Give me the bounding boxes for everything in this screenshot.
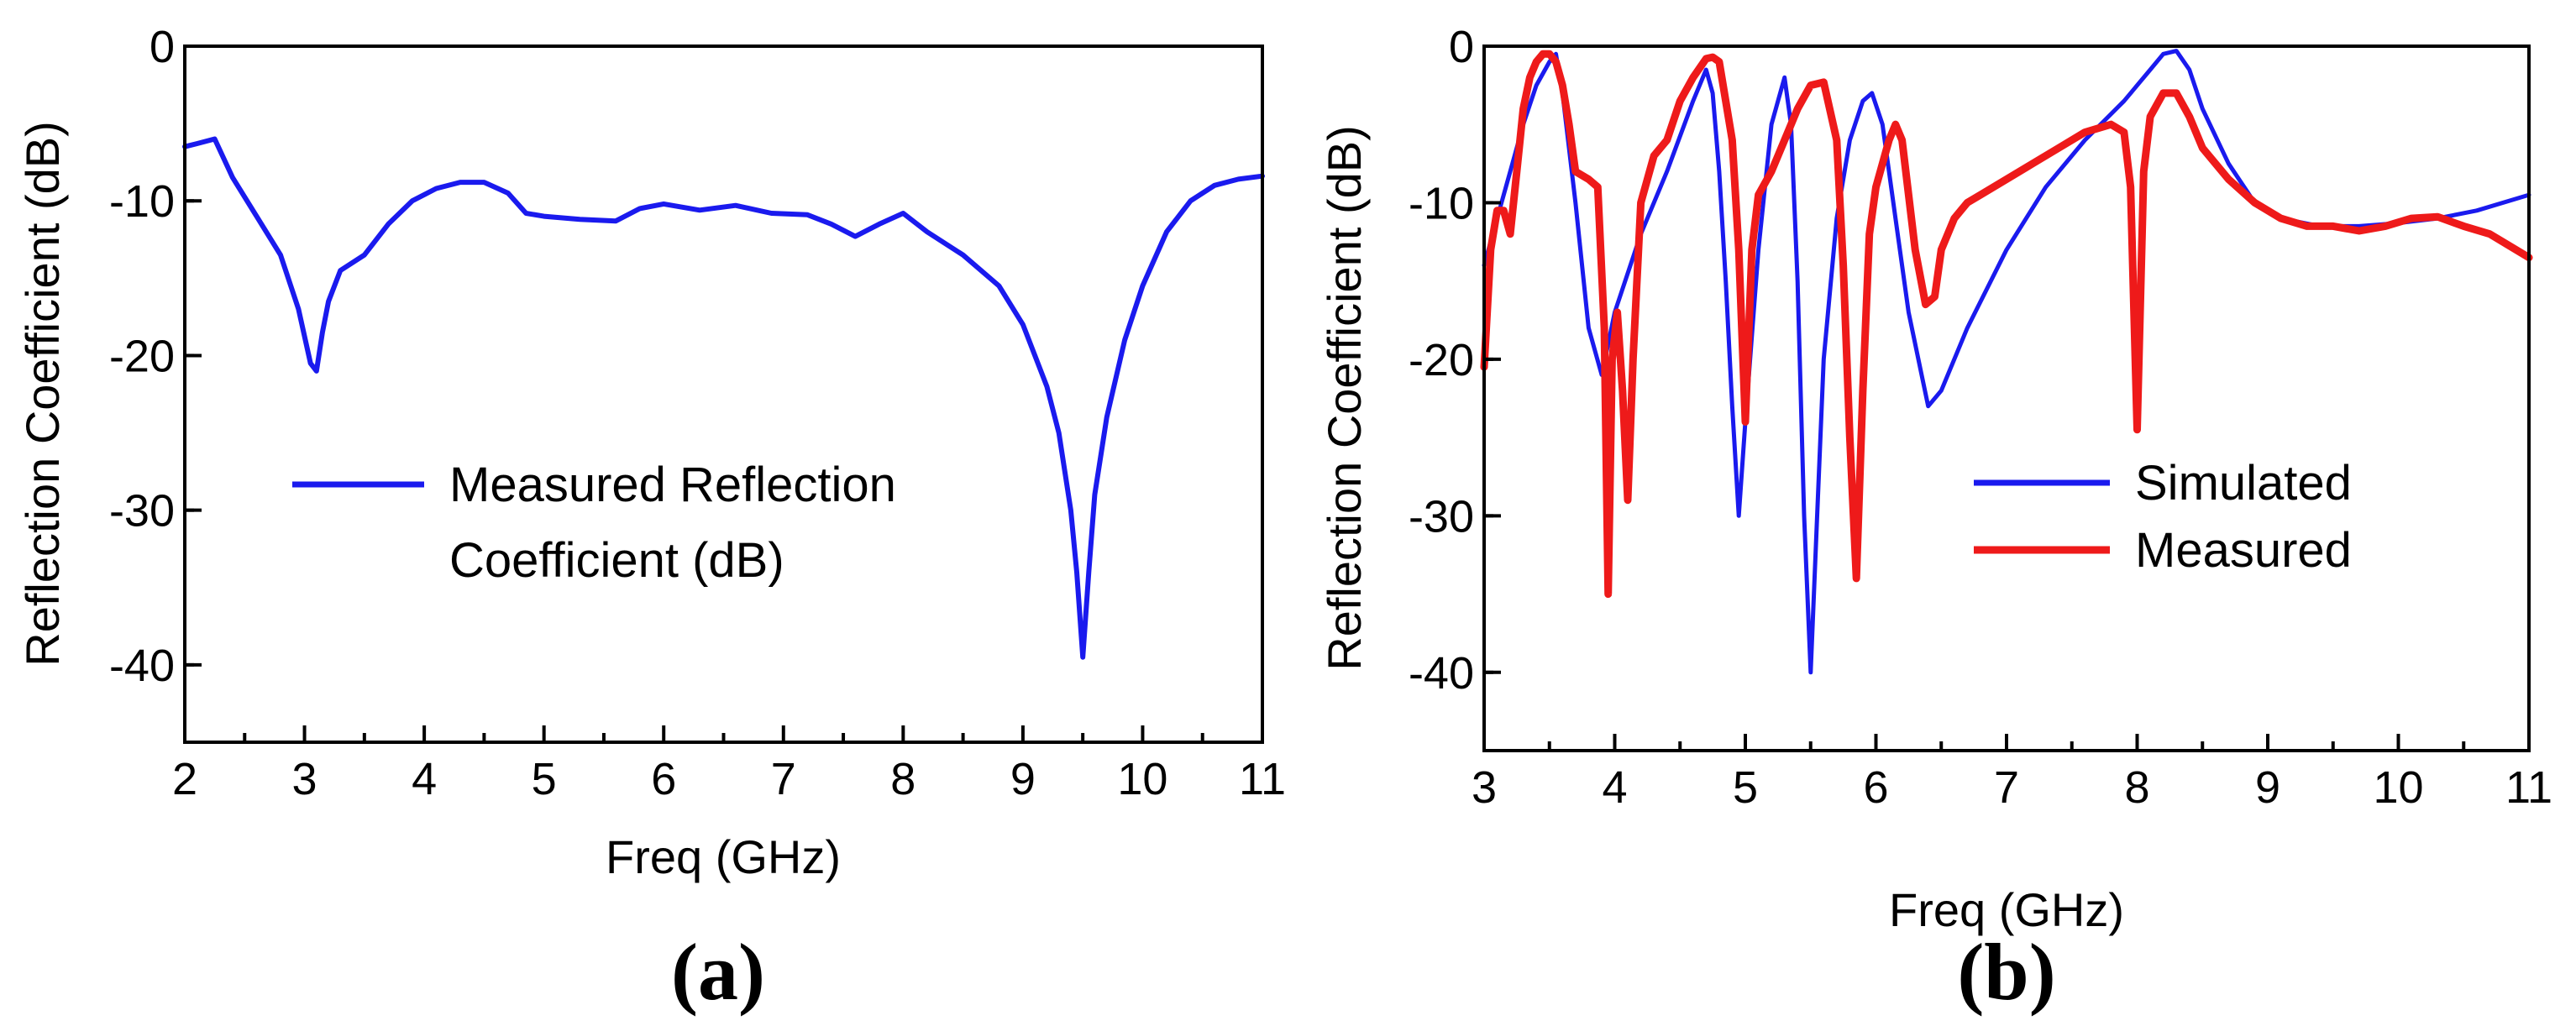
panel-a-x-tick-label: 8	[890, 754, 916, 804]
panel-a-plot-area	[182, 136, 1265, 660]
panel-b-axes-frame	[1482, 44, 2531, 752]
panel-b-x-tick-label: 4	[1602, 762, 1627, 813]
panel-b-legend-label-measured: Measured	[2135, 523, 2352, 578]
panel-a-y-tick-label: -20	[109, 331, 175, 381]
panel-b-y-tick-label: -10	[1409, 178, 1474, 228]
panel-b-y-tick-label: -40	[1409, 648, 1474, 699]
panel-a-x-axis-title: Freq (GHz)	[606, 830, 841, 883]
panel-b-x-tick-label: 6	[1863, 762, 1888, 813]
panel-a-x-tick-label: 2	[172, 754, 197, 804]
panel-a-legend-label-line1: Measured Reflection	[449, 458, 896, 512]
panel-a-y-axis-title: Reflection Coefficient (dB)	[16, 121, 69, 667]
panel-a-y-tick-label: -30	[109, 486, 175, 537]
panel-a-label: (a)	[671, 927, 765, 1017]
panel-b-x-tick-label: 8	[2124, 762, 2149, 813]
panel-b-x-tick-label: 9	[2255, 762, 2280, 813]
panel-a-x-tick-label: 3	[292, 754, 317, 804]
panel-a-x-tick-label: 11	[1239, 754, 1286, 804]
panel-a-ticks: 2 3 4 5 6 7 8 9 10 11 0 -10 -20 -30 -40	[109, 22, 1286, 804]
panel-b-x-tick-label: 5	[1733, 762, 1758, 813]
panel-a-series-measured-reflection-coefficient-db-line	[182, 136, 1265, 660]
panel-a-x-tick-label: 9	[1010, 754, 1036, 804]
panel-a: 2 3 4 5 6 7 8 9 10 11 0 -10 -20 -30 -40 Freq (GHz) Ref…	[16, 22, 1286, 1017]
panel-b-x-tick-label: 10	[2373, 762, 2423, 813]
panel-a-axes-frame	[183, 44, 1264, 744]
panel-a-x-tick-label: 10	[1117, 754, 1167, 804]
panel-b-ticks: 3 4 5 6 7 8 9 10 11 0 -10 -20 -30 -40	[1409, 22, 2552, 813]
panel-b-x-tick-label: 3	[1472, 762, 1497, 813]
panel-b-y-tick-label: -20	[1409, 335, 1474, 385]
panel-a-x-tick-label: 7	[771, 754, 796, 804]
panel-b: 3 4 5 6 7 8 9 10 11 0 -10 -20 -30 -40 Freq (GHz) Refl…	[1318, 22, 2552, 1017]
panel-b-y-tick-label: -30	[1409, 491, 1474, 542]
panel-a-y-tick-label: -40	[109, 641, 175, 691]
panel-a-y-tick-label: 0	[150, 22, 175, 72]
panel-b-legend-label-simulated: Simulated	[2135, 456, 2352, 510]
panel-b-x-axis-title: Freq (GHz)	[1889, 883, 2124, 936]
panel-b-x-tick-label: 7	[1994, 762, 2019, 813]
panel-b-series-simulated-line	[1482, 49, 2531, 675]
panel-b-label: (b)	[1957, 927, 2055, 1017]
panel-b-y-axis-title: Reflection Coefficient (dB)	[1318, 125, 1371, 671]
panel-a-x-tick-label: 6	[651, 754, 676, 804]
panel-a-legend-label-line2: Coefficient (dB)	[449, 533, 784, 588]
panel-b-plot-area	[1480, 49, 2533, 675]
panel-b-y-tick-label: 0	[1449, 22, 1474, 72]
panel-a-y-tick-label: -10	[109, 176, 175, 227]
panel-b-series-measured-line	[1480, 50, 2533, 599]
panel-a-x-tick-label: 5	[532, 754, 557, 804]
panel-a-x-tick-label: 4	[412, 754, 437, 804]
panel-b-x-tick-label: 11	[2505, 762, 2552, 813]
